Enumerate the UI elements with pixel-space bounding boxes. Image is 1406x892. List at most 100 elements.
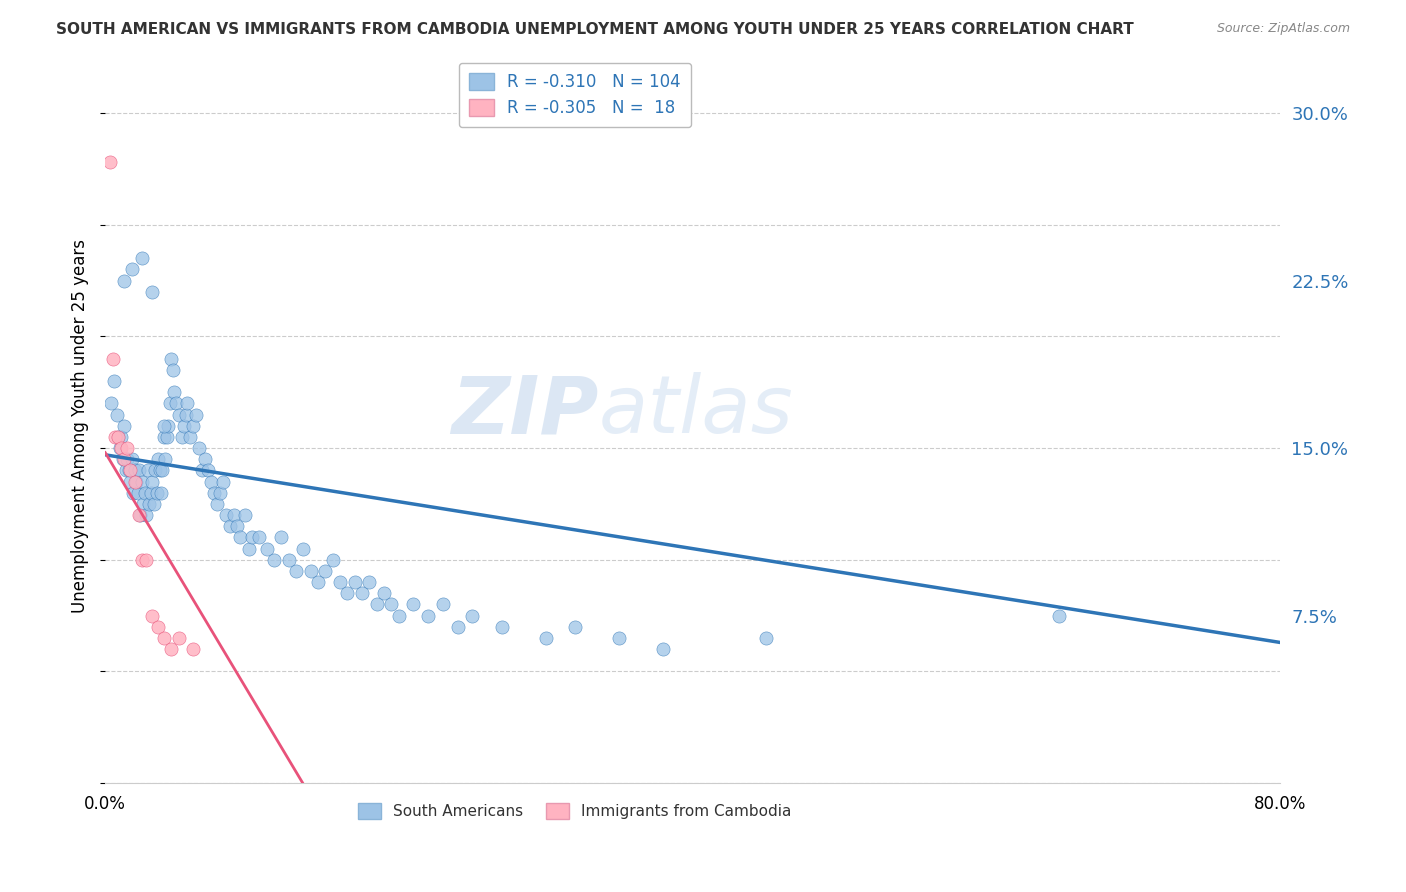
Text: atlas: atlas [599, 373, 793, 450]
Point [139, 485, 162, 500]
Point [214, 508, 236, 522]
Point [170, 430, 193, 444]
Point [238, 541, 260, 556]
Point [224, 508, 246, 522]
Point [229, 530, 252, 544]
Point [181, 642, 204, 657]
Point [307, 575, 329, 590]
Point [124, 463, 146, 477]
Point [174, 408, 197, 422]
Y-axis label: Unemployment Among Youth under 25 years: Unemployment Among Youth under 25 years [72, 239, 89, 613]
Point [153, 631, 176, 645]
Point [167, 408, 190, 422]
Point [134, 485, 156, 500]
Point [157, 418, 180, 433]
Point [143, 463, 166, 477]
Point [167, 631, 190, 645]
Point [135, 508, 157, 522]
Point [125, 475, 148, 489]
Point [329, 575, 352, 590]
Point [219, 519, 242, 533]
Point [156, 430, 179, 444]
Point [314, 564, 336, 578]
Point [176, 396, 198, 410]
Point [114, 463, 136, 477]
Point [299, 564, 322, 578]
Point [159, 396, 181, 410]
Point [247, 530, 270, 544]
Point [322, 553, 344, 567]
Point [165, 396, 187, 410]
Point [115, 441, 138, 455]
Point [152, 463, 174, 477]
Point [388, 608, 411, 623]
Point [188, 441, 211, 455]
Point [186, 408, 208, 422]
Point [162, 363, 184, 377]
Point [153, 418, 176, 433]
Point [138, 497, 160, 511]
Point [132, 497, 155, 511]
Point [146, 452, 169, 467]
Point [148, 463, 170, 477]
Point [145, 485, 167, 500]
Text: SOUTH AMERICAN VS IMMIGRANTS FROM CAMBODIA UNEMPLOYMENT AMONG YOUTH UNDER 25 YEA: SOUTH AMERICAN VS IMMIGRANTS FROM CAMBOD… [56, 22, 1135, 37]
Point [163, 385, 186, 400]
Point [179, 430, 201, 444]
Point [1049, 608, 1071, 623]
Point [131, 252, 153, 266]
Point [200, 475, 222, 489]
Point [534, 631, 557, 645]
Point [359, 575, 381, 590]
Point [366, 598, 388, 612]
Point [755, 631, 778, 645]
Point [160, 642, 183, 657]
Point [446, 620, 468, 634]
Point [128, 463, 150, 477]
Point [432, 598, 454, 612]
Point [173, 418, 195, 433]
Point [233, 508, 256, 522]
Point [160, 351, 183, 366]
Point [121, 262, 143, 277]
Point [118, 463, 141, 477]
Point [191, 463, 214, 477]
Point [202, 485, 225, 500]
Point [491, 620, 513, 634]
Point [100, 396, 122, 410]
Point [105, 408, 128, 422]
Point [352, 586, 374, 600]
Point [111, 452, 134, 467]
Point [107, 430, 129, 444]
Point [128, 508, 150, 522]
Text: Source: ZipAtlas.com: Source: ZipAtlas.com [1216, 22, 1350, 36]
Point [104, 430, 127, 444]
Point [150, 485, 173, 500]
Point [263, 553, 285, 567]
Point [141, 285, 163, 299]
Point [256, 541, 278, 556]
Point [141, 608, 163, 623]
Point [110, 430, 132, 444]
Point [115, 452, 138, 467]
Point [270, 530, 292, 544]
Point [226, 519, 249, 533]
Point [277, 553, 299, 567]
Point [103, 374, 125, 388]
Point [205, 497, 228, 511]
Point [127, 485, 149, 500]
Point [131, 475, 153, 489]
Point [120, 475, 142, 489]
Point [110, 441, 132, 455]
Point [240, 530, 263, 544]
Point [124, 475, 146, 489]
Point [292, 541, 315, 556]
Point [194, 452, 217, 467]
Point [131, 553, 153, 567]
Point [155, 452, 177, 467]
Point [197, 463, 219, 477]
Point [564, 620, 586, 634]
Point [418, 608, 440, 623]
Point [112, 418, 135, 433]
Point [121, 452, 143, 467]
